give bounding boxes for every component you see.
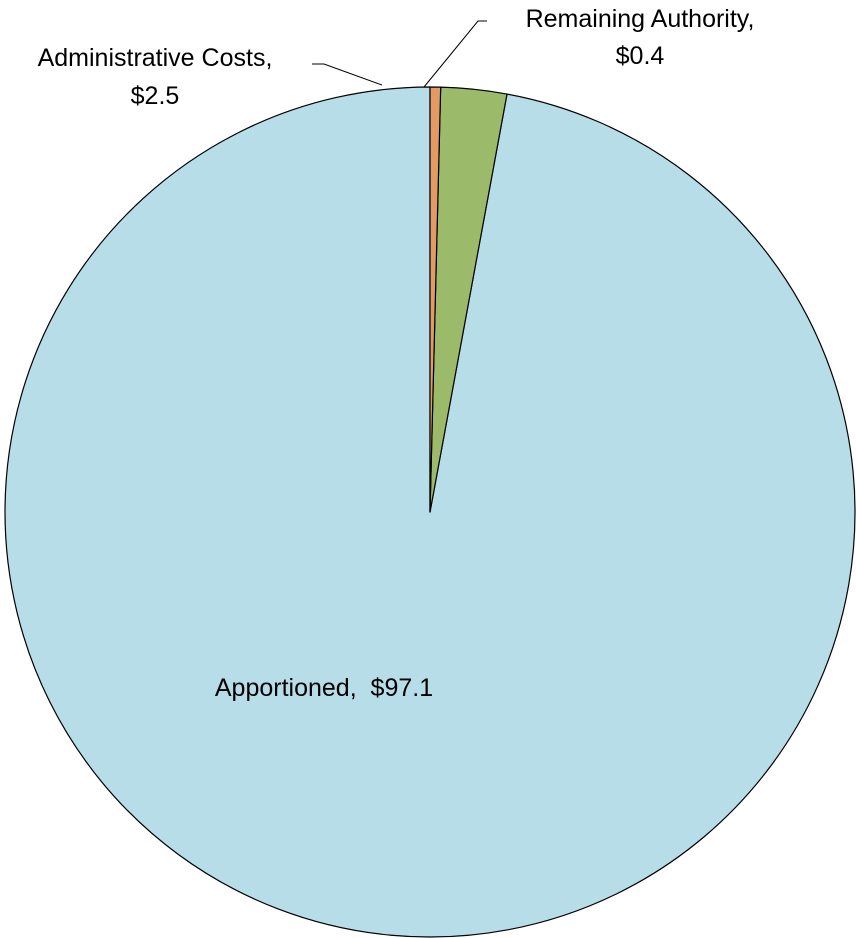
leader-line-remaining-authority [423, 20, 487, 88]
slice-label-administrative-costs: Administrative Costs, [38, 44, 273, 72]
slice-label-remaining-authority: Remaining Authority, [526, 5, 755, 33]
slice-value-remaining-authority: $0.4 [616, 42, 665, 70]
slice-value-administrative-costs: $2.5 [131, 82, 180, 110]
pie-slices [4, 86, 856, 938]
leader-line-administrative-costs [312, 63, 383, 86]
pie-slice-remaining-authority [429, 86, 442, 513]
slice-label-apportioned: Apportioned, $97.1 [215, 674, 433, 702]
